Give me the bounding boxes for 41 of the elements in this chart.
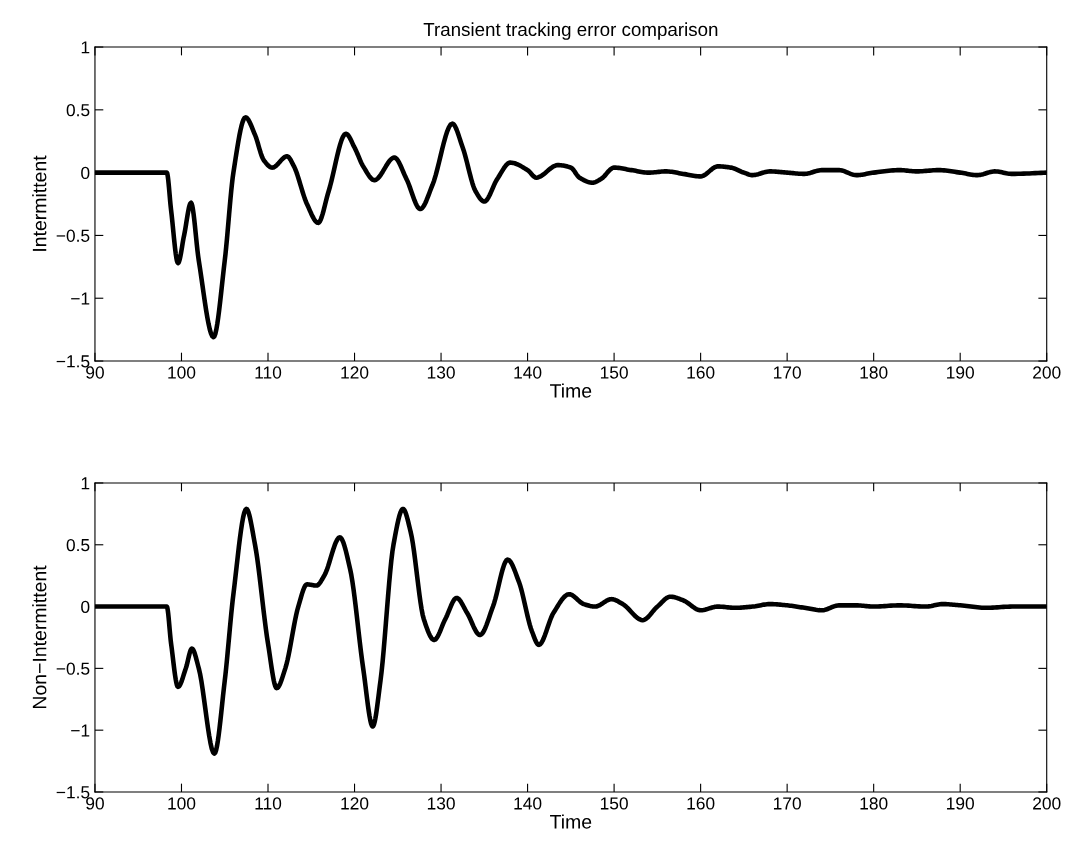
x-tick-label: 160 <box>687 797 715 810</box>
x-tick-label: 120 <box>341 366 369 379</box>
y-tick-label: −0.5 <box>56 229 90 242</box>
x-axis-title: Time <box>550 383 592 398</box>
x-tick-label: 140 <box>514 366 542 379</box>
y-tick-label: 0 <box>81 600 90 614</box>
chart-title: Transient tracking error comparison <box>423 22 718 40</box>
x-tick-label: 130 <box>427 797 455 810</box>
x-tick-label: 160 <box>687 366 715 379</box>
x-tick-label: 200 <box>1033 366 1061 379</box>
y-tick-label: −0.5 <box>56 662 90 675</box>
x-tick-label: 90 <box>86 366 104 379</box>
x-tick-label: 140 <box>514 797 542 810</box>
y-tick-label: 1 <box>81 41 90 54</box>
x-tick-label: 90 <box>86 797 104 810</box>
x-tick-label: 100 <box>168 366 196 379</box>
y-tick-label: −1 <box>71 724 90 737</box>
y-tick-label: −1.5 <box>56 786 90 799</box>
y-axis-title: Non−Intermittent <box>32 565 47 709</box>
y-tick-label: −1.5 <box>56 355 90 368</box>
x-tick-label: 190 <box>947 366 974 379</box>
x-tick-label: 190 <box>947 797 974 810</box>
x-tick-label: 200 <box>1033 797 1061 810</box>
x-tick-label: 150 <box>600 797 628 810</box>
y-tick-label: 0 <box>81 166 90 180</box>
x-tick-label: 110 <box>255 797 282 810</box>
x-tick-label: 170 <box>773 797 801 810</box>
y-tick-label: 1 <box>81 477 90 490</box>
x-tick-label: 150 <box>600 366 628 379</box>
y-axis-title: Intermittent <box>32 155 47 251</box>
x-tick-label: 180 <box>860 797 888 810</box>
x-tick-label: 120 <box>341 797 369 810</box>
y-tick-label: −1 <box>71 292 90 305</box>
x-tick-label: 130 <box>427 366 455 379</box>
x-tick-label: 100 <box>168 797 196 810</box>
x-tick-label: 180 <box>860 366 888 379</box>
x-axis-title: Time <box>550 814 592 829</box>
y-tick-label: 0.5 <box>66 104 90 117</box>
y-tick-label: 0.5 <box>66 538 90 552</box>
x-tick-label: 170 <box>773 366 801 379</box>
x-tick-label: 110 <box>255 366 282 379</box>
